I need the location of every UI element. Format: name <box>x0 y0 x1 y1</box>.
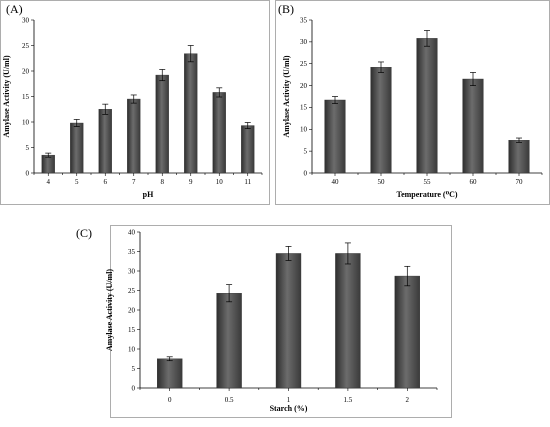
x-tick-label: 11 <box>244 178 251 186</box>
y-tick-label: 10 <box>300 126 308 134</box>
x-tick-label: 2 <box>406 396 410 404</box>
y-tick-label: 15 <box>128 326 136 334</box>
y-tick-label: 20 <box>22 67 30 75</box>
x-tick-label: 7 <box>132 178 136 186</box>
bar[interactable] <box>416 38 438 174</box>
bar[interactable] <box>41 154 55 174</box>
chart-frame <box>110 225 452 418</box>
y-tick-label: 25 <box>128 287 136 295</box>
y-axis-label: Amylase Activity (U/ml) <box>105 269 114 352</box>
x-tick-label: 9 <box>189 178 193 186</box>
y-tick-label: 5 <box>26 144 30 152</box>
y-axis-label: Amylase Activity (U/ml) <box>2 55 11 138</box>
x-tick-label: 10 <box>216 178 224 186</box>
x-tick-label: 4 <box>47 178 51 186</box>
chart-frame <box>275 0 550 205</box>
x-tick-label: 40 <box>332 178 340 186</box>
y-tick-label: 5 <box>304 147 308 155</box>
bar[interactable] <box>157 358 183 389</box>
bar[interactable] <box>324 99 346 174</box>
y-tick-label: 35 <box>128 248 136 256</box>
x-tick-label: 6 <box>104 178 108 186</box>
y-tick-label: 35 <box>300 16 308 24</box>
y-axis-label: Amylase Activity (U/ml) <box>282 55 291 138</box>
y-tick-label: 25 <box>22 42 30 50</box>
chart-b: (B) 0 5 10 15 20 25 30 35 40 50 55 60 70 Temperature (… <box>275 0 550 205</box>
bar[interactable] <box>155 74 169 174</box>
x-axis-label: Starch (%) <box>270 404 308 413</box>
y-tick-label: 10 <box>128 345 136 353</box>
x-tick-label: 1 <box>287 396 291 404</box>
y-tick-label: 40 <box>128 228 136 236</box>
x-tick-label: 70 <box>516 178 524 186</box>
y-tick-label: 30 <box>128 267 136 275</box>
bar[interactable] <box>275 253 302 389</box>
bar[interactable] <box>370 67 392 174</box>
chart-frame <box>0 0 270 205</box>
x-axis-label: pH <box>143 190 154 199</box>
x-tick-label: 60 <box>470 178 478 186</box>
y-tick-label: 25 <box>300 60 308 68</box>
y-tick-label: 15 <box>300 104 308 112</box>
x-tick-label: 0.5 <box>225 396 234 404</box>
bar[interactable] <box>184 53 198 174</box>
y-tick-label: 30 <box>22 16 30 24</box>
x-tick-label: 5 <box>75 178 79 186</box>
bar[interactable] <box>212 92 226 174</box>
y-tick-label: 20 <box>128 306 136 314</box>
y-tick-label: 0 <box>132 384 136 392</box>
x-tick-label: 55 <box>424 178 432 186</box>
y-tick-label: 0 <box>26 169 30 177</box>
x-tick-label: 0 <box>168 396 172 404</box>
bar[interactable] <box>98 109 112 174</box>
panel-label: (C) <box>76 226 92 240</box>
x-axis-label: Temperature (⁰C) <box>396 190 457 199</box>
bar[interactable] <box>394 275 420 389</box>
y-tick-label: 10 <box>22 118 30 126</box>
bar[interactable] <box>335 253 361 389</box>
x-tick-label: 8 <box>161 178 165 186</box>
chart-a: (A) 0 5 10 15 20 25 30 4 5 6 7 8 9 10 11 pH Amylase Activ… <box>0 0 270 205</box>
bar[interactable] <box>127 98 141 174</box>
y-tick-label: 20 <box>300 82 308 90</box>
y-tick-label: 15 <box>22 93 30 101</box>
panel-label: (A) <box>6 2 23 16</box>
bar[interactable] <box>216 293 242 389</box>
bar[interactable] <box>508 140 530 174</box>
x-tick-label: 1.5 <box>344 396 353 404</box>
y-tick-label: 5 <box>132 365 136 373</box>
bar[interactable] <box>70 122 84 174</box>
bar[interactable] <box>462 78 484 174</box>
panel-label: (B) <box>278 2 294 16</box>
chart-c: (C) 0 5 10 15 20 25 30 35 40 0 0.5 1 1.5 2 Starch (%) Am… <box>76 225 452 418</box>
bar[interactable] <box>241 125 255 174</box>
y-tick-label: 0 <box>304 169 308 177</box>
x-tick-label: 50 <box>378 178 386 186</box>
y-tick-label: 30 <box>300 38 308 46</box>
